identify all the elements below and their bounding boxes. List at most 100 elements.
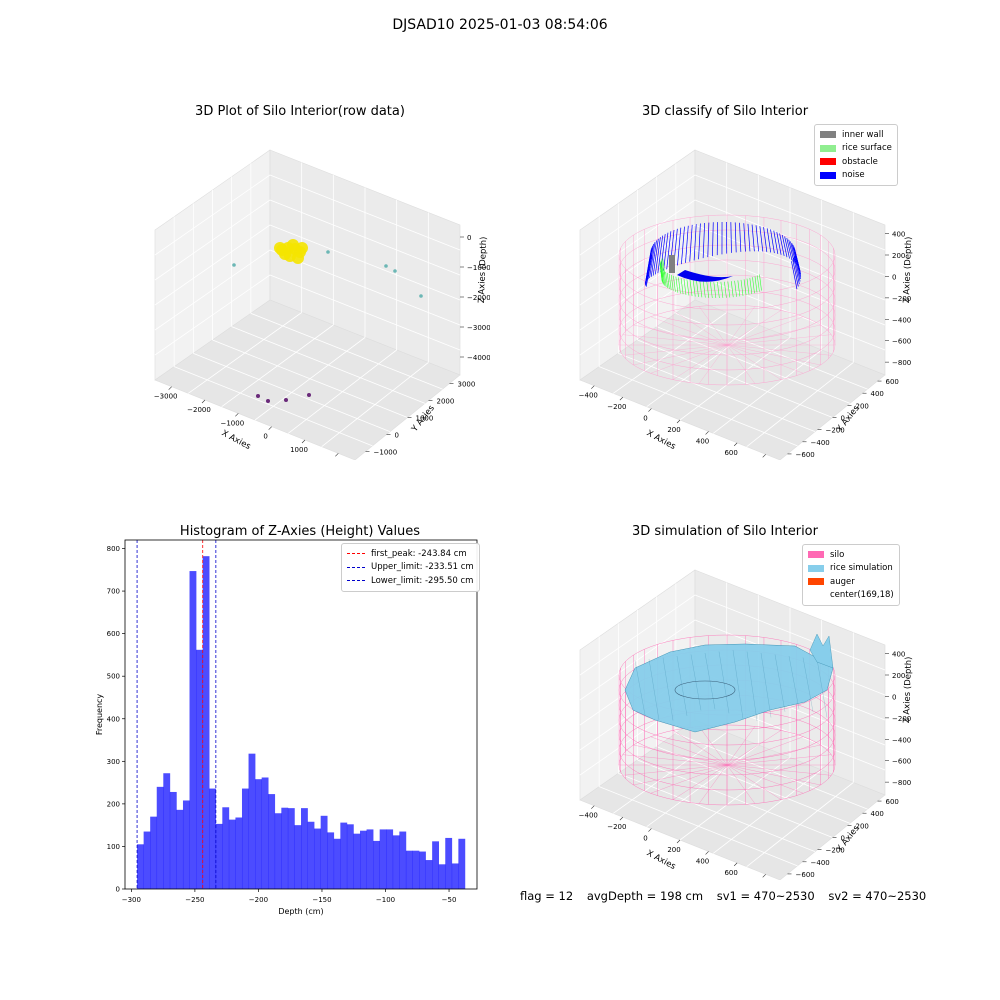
- silo-floor-spoke: [726, 730, 782, 766]
- y-tick-label: 0: [116, 886, 120, 894]
- y-tick-label: 700: [107, 588, 120, 596]
- histogram-bar: [366, 829, 374, 889]
- histogram-bar: [202, 556, 210, 889]
- rice-surface-stroke: [659, 262, 663, 280]
- x-axis-label: X Axies: [220, 428, 253, 452]
- noise-stroke: [766, 228, 772, 253]
- outlier-point: [256, 394, 260, 398]
- silo-floor-spoke: [650, 316, 728, 346]
- z-tick-label: 0: [892, 273, 896, 281]
- silo-floor-spoke: [672, 310, 728, 346]
- histogram-bar: [189, 571, 197, 889]
- histogram-bar: [333, 838, 341, 889]
- rice-surface-stroke: [662, 258, 665, 275]
- rice-surface-stroke: [660, 260, 664, 277]
- sv1-text: sv1 = 470~2530: [716, 889, 815, 903]
- histogram-bar: [281, 807, 289, 889]
- x-tick-label: 2000: [323, 459, 341, 460]
- histogram-bars: [137, 556, 466, 889]
- rice-surface-stroke: [678, 277, 681, 294]
- legend-swatch: [808, 551, 824, 559]
- rice-surface-mesh: [624, 643, 834, 733]
- histogram-bar: [169, 791, 177, 889]
- silo-floor-spoke: [650, 764, 728, 794]
- histogram-bar: [386, 829, 394, 889]
- silo-floor-spoke: [726, 344, 782, 380]
- histogram-bar: [445, 837, 453, 889]
- y-tick-label: −400: [811, 859, 830, 867]
- z-tick-label: −4000: [467, 354, 490, 362]
- y-tick-label: −400: [811, 439, 830, 447]
- silo-floor-spoke: [633, 324, 728, 346]
- silo-floor-spoke: [726, 764, 832, 776]
- mesh-line: [662, 657, 674, 721]
- x-tick: [201, 399, 206, 404]
- grid-line: [746, 362, 854, 447]
- legend-label: obstacle: [842, 156, 878, 167]
- noise-stroke: [646, 245, 653, 281]
- rice-surface-stroke: [754, 276, 758, 293]
- noise-stroke: [791, 261, 798, 290]
- rice-surface-stroke: [696, 280, 699, 297]
- histogram-bar: [150, 816, 158, 889]
- histogram-bar: [261, 777, 269, 889]
- histogram-bar: [255, 779, 262, 889]
- legend-label: silo: [830, 549, 845, 560]
- histogram-bar: [432, 841, 439, 889]
- x-tick-label: −400: [579, 392, 598, 400]
- rice-surface-stroke: [734, 280, 737, 297]
- silo-floor-spoke: [726, 316, 804, 346]
- noise-stroke: [792, 259, 799, 287]
- outlier-point: [232, 263, 236, 267]
- x-tick: [619, 396, 624, 401]
- legend-swatch: [808, 592, 824, 599]
- histogram-bar: [241, 788, 249, 889]
- noise-stroke: [794, 252, 802, 277]
- rice-surface-stroke: [699, 281, 703, 298]
- noise-stroke: [794, 253, 801, 280]
- histogram-bar: [137, 844, 144, 889]
- histogram-bar: [346, 824, 354, 889]
- x-tick-label: 0: [643, 835, 647, 843]
- x-tick-label: 0: [643, 415, 647, 423]
- legend-label: inner wall: [842, 129, 884, 140]
- silo-floor-spoke: [698, 344, 728, 384]
- axes-box: −400−2000200400600800X Axies−600−400−200…: [579, 149, 914, 460]
- x-tick: [676, 419, 681, 424]
- noise-stroke: [743, 223, 746, 252]
- z-tick-label: −800: [892, 779, 911, 787]
- rice-surface-stroke: [757, 275, 760, 292]
- silo-floor-spoke: [633, 344, 728, 366]
- legend-item-silo: silo: [808, 548, 894, 562]
- histogram-bar: [287, 808, 295, 889]
- histogram-bar: [438, 864, 446, 889]
- noise-stroke: [666, 231, 672, 270]
- x-tick: [648, 828, 652, 832]
- rice-simulation-surface: [624, 633, 834, 733]
- x-tick-label: −200: [607, 823, 626, 831]
- z-tick-label: 200: [892, 252, 905, 260]
- mesh-line: [788, 655, 800, 710]
- x-tick: [168, 386, 172, 390]
- z-tick-label: −800: [892, 359, 911, 367]
- mesh-line: [760, 652, 772, 718]
- histogram-bar: [392, 835, 400, 889]
- y-tick-label: 800: [107, 545, 120, 553]
- histogram-bar: [182, 800, 190, 889]
- z-axis-label: Z Axies (Depth): [477, 236, 489, 303]
- histogram-bar: [458, 838, 466, 889]
- y-tick-label: 400: [107, 715, 120, 723]
- cluster-point: [287, 239, 299, 251]
- z-tick-label: 0: [892, 693, 896, 701]
- rice-surface-stroke: [713, 281, 717, 299]
- silo-floor-spoke: [698, 306, 728, 346]
- y-axis-label: Frequency: [95, 694, 104, 736]
- mesh-line: [802, 657, 814, 712]
- rice-surface-stroke: [683, 278, 687, 295]
- classify-3d-plot: −400−2000200400600800X Axies−600−400−200…: [579, 149, 914, 460]
- noise-stroke: [790, 241, 797, 264]
- histogram-bar: [379, 829, 387, 889]
- histogram-bar: [209, 788, 217, 889]
- rice-surface-stroke: [675, 276, 679, 293]
- legend-line: [347, 553, 365, 555]
